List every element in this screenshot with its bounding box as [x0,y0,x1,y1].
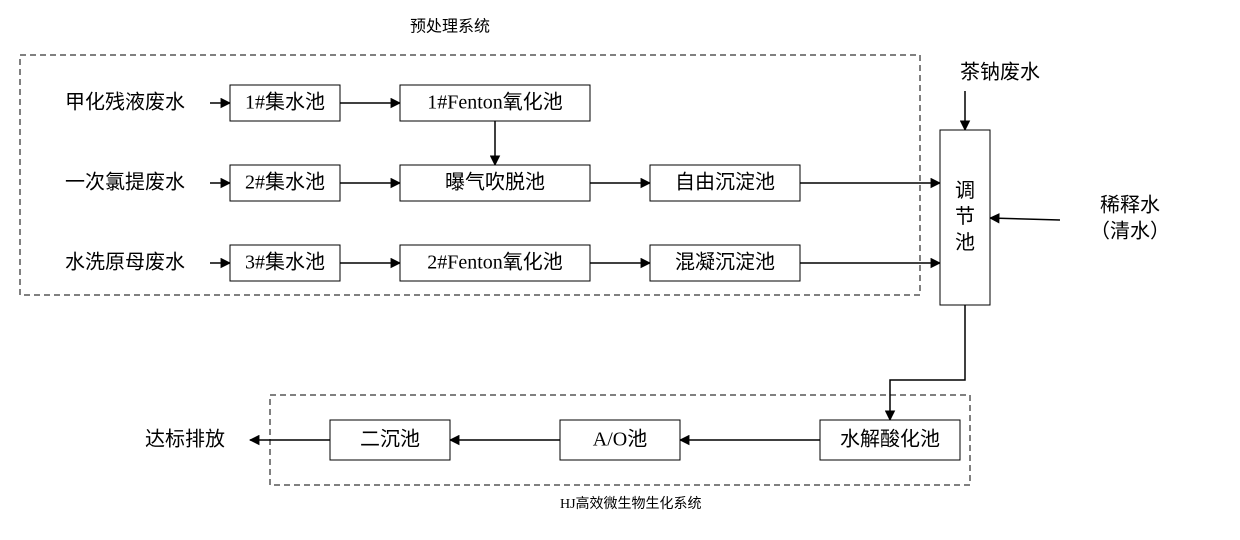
node-ao: A/O池 [560,420,680,460]
svg-text:水解酸化池: 水解酸化池 [840,428,940,451]
node-teana: 茶钠废水 [960,61,1040,84]
svg-text:水洗原母废水: 水洗原母废水 [65,251,185,274]
svg-text:一次氯提废水: 一次氯提废水 [65,171,185,194]
svg-text:调: 调 [955,179,975,202]
node-dil: 稀释水 （清水） [1090,194,1170,243]
svg-text:1#集水池: 1#集水池 [245,91,325,114]
node-out: 达标排放 [145,428,225,451]
node-in1: 甲化残液废水 [65,91,185,114]
svg-text:A/O池: A/O池 [593,428,647,451]
svg-text:达标排放: 达标排放 [145,428,225,451]
node-coag: 混凝沉淀池 [650,245,800,281]
node-c2: 2#集水池 [230,165,340,201]
svg-text:茶钠废水: 茶钠废水 [960,61,1040,84]
svg-text:混凝沉淀池: 混凝沉淀池 [675,251,775,274]
node-hyd: 水解酸化池 [820,420,960,460]
svg-text:曝气吹脱池: 曝气吹脱池 [445,171,545,194]
svg-text:3#集水池: 3#集水池 [245,251,325,274]
svg-text:2#Fenton氧化池: 2#Fenton氧化池 [427,251,563,274]
title-pretreat: 预处理系统 [410,18,490,36]
node-f2: 2#Fenton氧化池 [400,245,590,281]
svg-text:1#Fenton氧化池: 1#Fenton氧化池 [427,91,563,114]
node-c3: 3#集水池 [230,245,340,281]
svg-text:（清水）: （清水） [1090,220,1170,243]
node-adj: 调节池 [940,130,990,305]
svg-text:二沉池: 二沉池 [360,428,420,451]
svg-text:节: 节 [955,205,975,228]
node-sec: 二沉池 [330,420,450,460]
arrow-adj-hyd [890,305,965,420]
node-in3: 水洗原母废水 [65,251,185,274]
arrow-dil-adj [990,218,1060,220]
svg-text:自由沉淀池: 自由沉淀池 [675,171,775,194]
node-c1: 1#集水池 [230,85,340,121]
title-bio: HJ高效微生物生化系统 [560,495,702,512]
svg-text:稀释水: 稀释水 [1100,194,1160,217]
svg-text:2#集水池: 2#集水池 [245,171,325,194]
node-in2: 一次氯提废水 [65,171,185,194]
svg-text:甲化残液废水: 甲化残液废水 [65,91,185,114]
svg-text:池: 池 [955,231,975,254]
node-aer: 曝气吹脱池 [400,165,590,201]
node-free: 自由沉淀池 [650,165,800,201]
node-f1: 1#Fenton氧化池 [400,85,590,121]
